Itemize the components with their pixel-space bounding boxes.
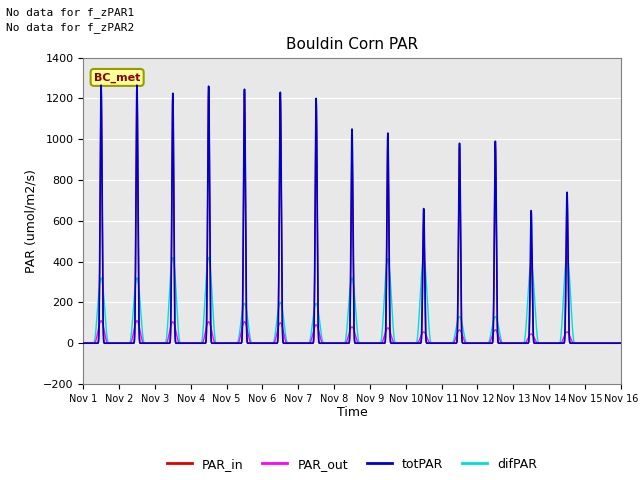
- difPAR: [226, 340, 234, 346]
- Text: No data for f_zPAR2: No data for f_zPAR2: [6, 22, 134, 33]
- PAR_out: [512, 340, 520, 346]
- PAR_in: [512, 340, 520, 346]
- Line: totPAR: totPAR: [83, 85, 621, 343]
- Line: difPAR: difPAR: [83, 255, 621, 343]
- totPAR: [180, 340, 188, 346]
- PAR_in: [180, 340, 188, 346]
- PAR_out: [617, 340, 625, 346]
- PAR_in: [617, 340, 625, 346]
- PAR_out: [357, 340, 365, 346]
- PAR_out: [593, 340, 601, 346]
- Text: No data for f_zPAR1: No data for f_zPAR1: [6, 7, 134, 18]
- PAR_in: [357, 340, 365, 346]
- totPAR: [413, 340, 421, 346]
- X-axis label: Time: Time: [337, 407, 367, 420]
- totPAR: [97, 82, 105, 88]
- totPAR: [512, 340, 520, 346]
- PAR_out: [226, 340, 234, 346]
- difPAR: [617, 340, 625, 346]
- totPAR: [617, 340, 625, 346]
- PAR_out: [97, 318, 105, 324]
- Title: Bouldin Corn PAR: Bouldin Corn PAR: [286, 37, 418, 52]
- totPAR: [226, 340, 234, 346]
- difPAR: [593, 340, 601, 346]
- PAR_in: [593, 340, 601, 346]
- difPAR: [357, 340, 365, 346]
- PAR_in: [413, 340, 421, 346]
- PAR_out: [413, 340, 421, 346]
- difPAR: [511, 340, 519, 346]
- PAR_in: [79, 340, 87, 346]
- Line: PAR_out: PAR_out: [83, 321, 621, 343]
- Legend: PAR_in, PAR_out, totPAR, difPAR: PAR_in, PAR_out, totPAR, difPAR: [162, 453, 542, 476]
- PAR_in: [226, 340, 234, 346]
- Text: BC_met: BC_met: [94, 72, 140, 83]
- Y-axis label: PAR (umol/m2/s): PAR (umol/m2/s): [24, 169, 37, 273]
- difPAR: [79, 340, 87, 346]
- totPAR: [593, 340, 601, 346]
- PAR_in: [133, 84, 141, 90]
- difPAR: [413, 338, 421, 344]
- Line: PAR_in: PAR_in: [83, 87, 621, 343]
- difPAR: [179, 340, 187, 346]
- difPAR: [563, 252, 571, 258]
- totPAR: [79, 340, 87, 346]
- totPAR: [357, 340, 365, 346]
- PAR_out: [180, 340, 188, 346]
- PAR_out: [79, 340, 87, 346]
